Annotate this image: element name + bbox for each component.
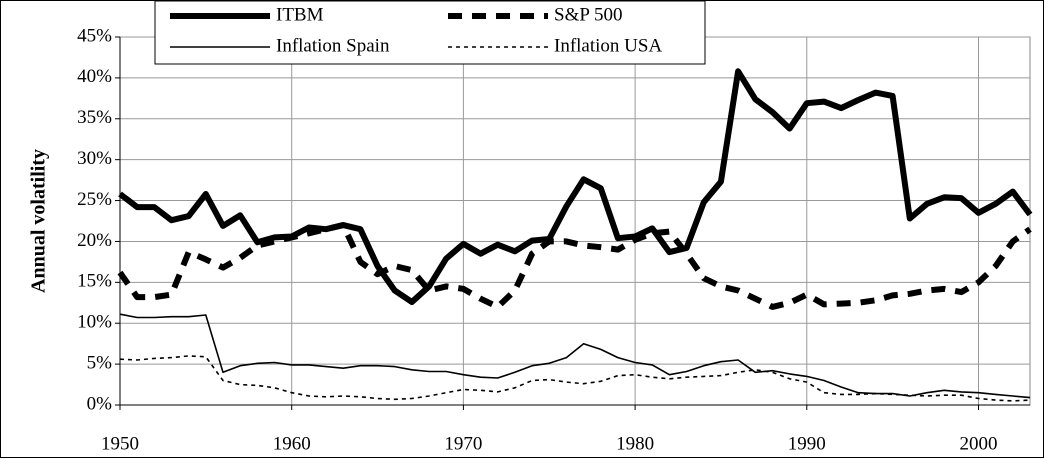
legend-label: S&P 500 [554, 4, 622, 25]
series-line [119, 313, 1031, 399]
y-tick-label: 5% [87, 352, 113, 373]
series-line [118, 68, 1033, 305]
y-axis-label: Annual volatility [28, 149, 50, 293]
y-tick-label: 30% [77, 148, 112, 169]
x-tick-label: 1960 [273, 433, 311, 454]
x-tick-label: 1950 [101, 433, 139, 454]
y-tick-label: 25% [77, 189, 112, 210]
x-tick-label: 1980 [616, 433, 654, 454]
legend-label: Inflation USA [554, 35, 662, 56]
y-tick-label: 0% [87, 393, 113, 414]
x-tick-label: 1990 [788, 433, 826, 454]
legend-label: Inflation Spain [276, 35, 390, 56]
series-line [119, 355, 1031, 402]
y-tick-label: 40% [77, 66, 112, 87]
y-tick-label: 35% [77, 107, 112, 128]
y-tick-label: 45% [77, 25, 112, 46]
y-tick-label: 20% [77, 230, 112, 251]
series-line [117, 222, 1032, 310]
plot-area [119, 36, 1031, 406]
x-tick-label: 2000 [959, 433, 997, 454]
legend-box [154, 0, 706, 65]
x-tick-label: 1970 [444, 433, 482, 454]
legend-label: ITBM [276, 4, 324, 25]
y-tick-label: 10% [77, 312, 112, 333]
y-tick-label: 15% [77, 271, 112, 292]
